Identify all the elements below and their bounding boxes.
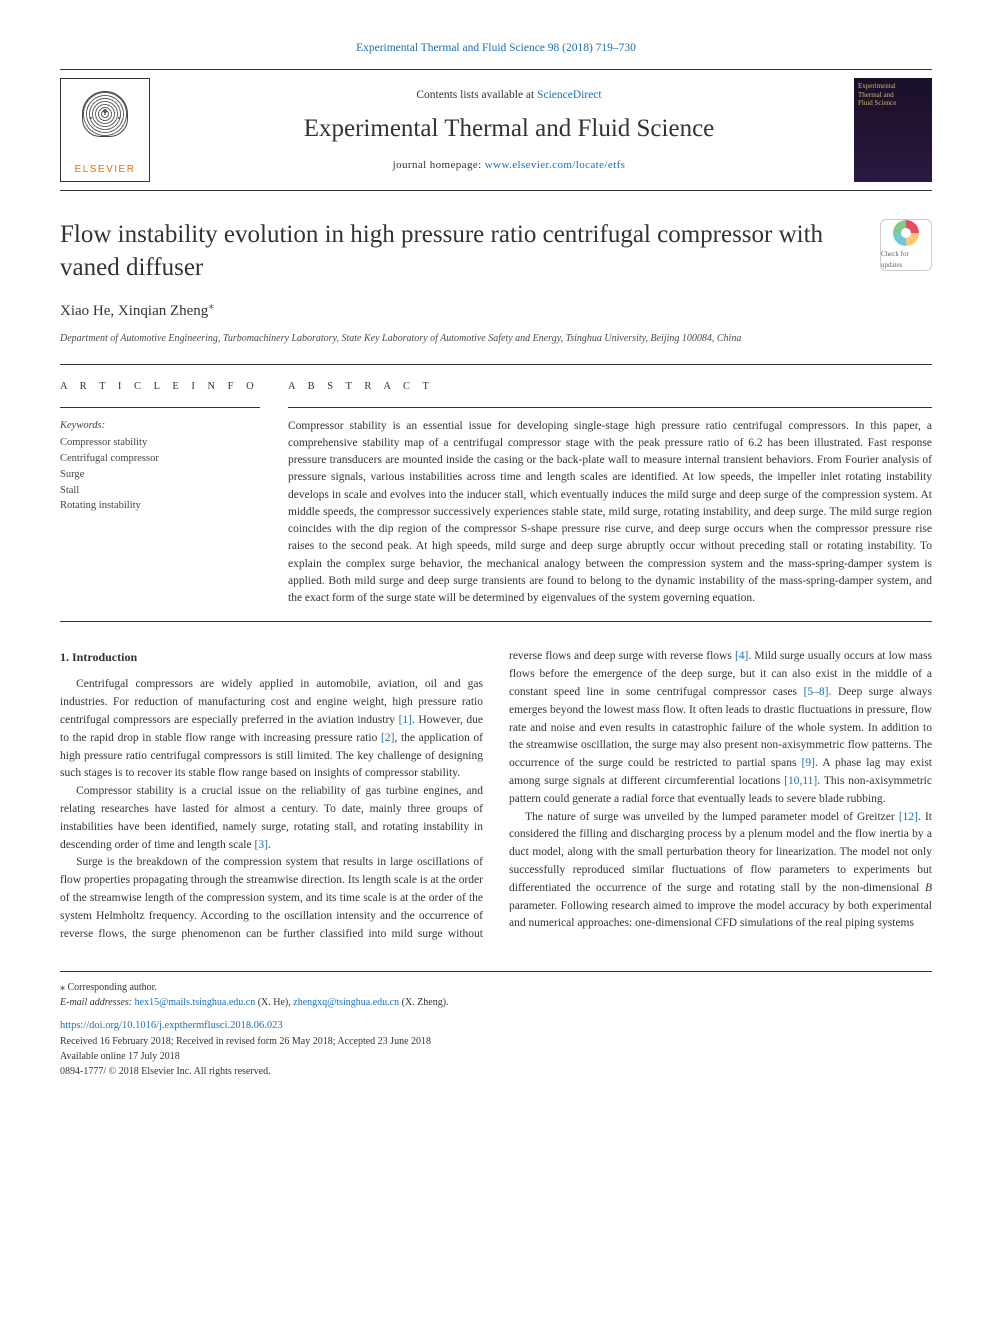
citation-link[interactable]: Experimental Thermal and Fluid Science 9…	[356, 42, 636, 54]
footer: ⁎ Corresponding author. E-mail addresses…	[60, 971, 932, 1079]
authors: Xiao He, Xinqian Zheng⁎	[60, 296, 932, 323]
article-title: Flow instability evolution in high press…	[60, 219, 866, 284]
sciencedirect-link[interactable]: ScienceDirect	[537, 89, 602, 101]
email-line: E-mail addresses: hex15@mails.tsinghua.e…	[60, 995, 932, 1010]
crossmark-badge[interactable]: Check for updates	[880, 219, 932, 271]
info-divider	[60, 407, 260, 408]
reference-link[interactable]: [12]	[899, 811, 918, 823]
abstract-col: A B S T R A C T Compressor stability is …	[288, 379, 932, 608]
keyword-item: Surge	[60, 467, 260, 483]
contents-prefix: Contents lists available at	[416, 89, 537, 101]
elsevier-logo: ELSEVIER	[60, 78, 150, 182]
crossmark-label: Check for updates	[881, 249, 931, 270]
contents-line: Contents lists available at ScienceDirec…	[164, 87, 854, 104]
info-abstract-row: A R T I C L E I N F O Keywords: Compress…	[60, 379, 932, 608]
homepage-prefix: journal homepage:	[393, 159, 485, 171]
copyright-line: 0894-1777/ © 2018 Elsevier Inc. All righ…	[60, 1064, 932, 1079]
abstract-label: A B S T R A C T	[288, 379, 932, 395]
journal-title: Experimental Thermal and Fluid Science	[164, 110, 854, 148]
cover-label-3: Fluid Science	[858, 99, 928, 107]
cover-label-2: Thermal and	[858, 91, 928, 99]
article-head: Flow instability evolution in high press…	[60, 219, 932, 284]
section-title: Introduction	[72, 650, 137, 664]
homepage-link[interactable]: www.elsevier.com/locate/etfs	[485, 159, 626, 171]
corresponding-mark: ⁎	[208, 298, 214, 312]
cover-label-1: Experimental	[858, 82, 928, 90]
keyword-item: Rotating instability	[60, 498, 260, 514]
reference-link[interactable]: [10,11]	[784, 775, 817, 787]
journal-cover-thumb: Experimental Thermal and Fluid Science	[854, 78, 932, 182]
corresponding-note: ⁎ Corresponding author.	[60, 980, 932, 995]
divider-top	[60, 364, 932, 365]
email-label: E-mail addresses:	[60, 997, 135, 1008]
article-info-col: A R T I C L E I N F O Keywords: Compress…	[60, 379, 260, 608]
body-paragraph: Centrifugal compressors are widely appli…	[60, 676, 483, 783]
reference-link[interactable]: [3]	[254, 839, 267, 851]
doi-line: https://doi.org/10.1016/j.expthermflusci…	[60, 1018, 932, 1034]
email-name-1: (X. He),	[255, 997, 293, 1008]
italic-var: B	[925, 882, 932, 894]
body-columns: 1. Introduction Centrifugal compressors …	[60, 648, 932, 943]
elsevier-tree-icon	[70, 83, 140, 153]
body-paragraph: The nature of surge was unveiled by the …	[509, 809, 932, 934]
email-link-1[interactable]: hex15@mails.tsinghua.edu.cn	[135, 997, 256, 1008]
journal-header: ELSEVIER Contents lists available at Sci…	[60, 69, 932, 191]
keyword-item: Stall	[60, 483, 260, 499]
keyword-item: Compressor stability	[60, 435, 260, 451]
body-paragraph: Compressor stability is a crucial issue …	[60, 783, 483, 854]
article-info-label: A R T I C L E I N F O	[60, 379, 260, 395]
journal-homepage: journal homepage: www.elsevier.com/locat…	[164, 157, 854, 174]
email-name-2: (X. Zheng).	[399, 997, 448, 1008]
doi-link[interactable]: https://doi.org/10.1016/j.expthermflusci…	[60, 1020, 283, 1031]
abstract-text: Compressor stability is an essential iss…	[288, 418, 932, 608]
citation-line: Experimental Thermal and Fluid Science 9…	[60, 40, 932, 57]
journal-center: Contents lists available at ScienceDirec…	[164, 87, 854, 174]
crossmark-icon	[893, 220, 919, 246]
keyword-item: Centrifugal compressor	[60, 451, 260, 467]
divider-bottom	[60, 621, 932, 622]
affiliation: Department of Automotive Engineering, Tu…	[60, 331, 932, 346]
reference-link[interactable]: [2]	[381, 732, 394, 744]
reference-link[interactable]: [9]	[802, 757, 815, 769]
keywords-label: Keywords:	[60, 418, 260, 434]
section-heading: 1. Introduction	[60, 648, 483, 666]
received-line: Received 16 February 2018; Received in r…	[60, 1034, 932, 1049]
reference-link[interactable]: [5–8]	[804, 686, 829, 698]
abstract-divider	[288, 407, 932, 408]
section-number: 1.	[60, 650, 69, 664]
reference-link[interactable]: [1]	[399, 714, 412, 726]
available-line: Available online 17 July 2018	[60, 1049, 932, 1064]
email-link-2[interactable]: zhengxq@tsinghua.edu.cn	[293, 997, 399, 1008]
reference-link[interactable]: [4]	[735, 650, 748, 662]
author-names: Xiao He, Xinqian Zheng	[60, 303, 208, 319]
elsevier-name: ELSEVIER	[75, 162, 136, 177]
